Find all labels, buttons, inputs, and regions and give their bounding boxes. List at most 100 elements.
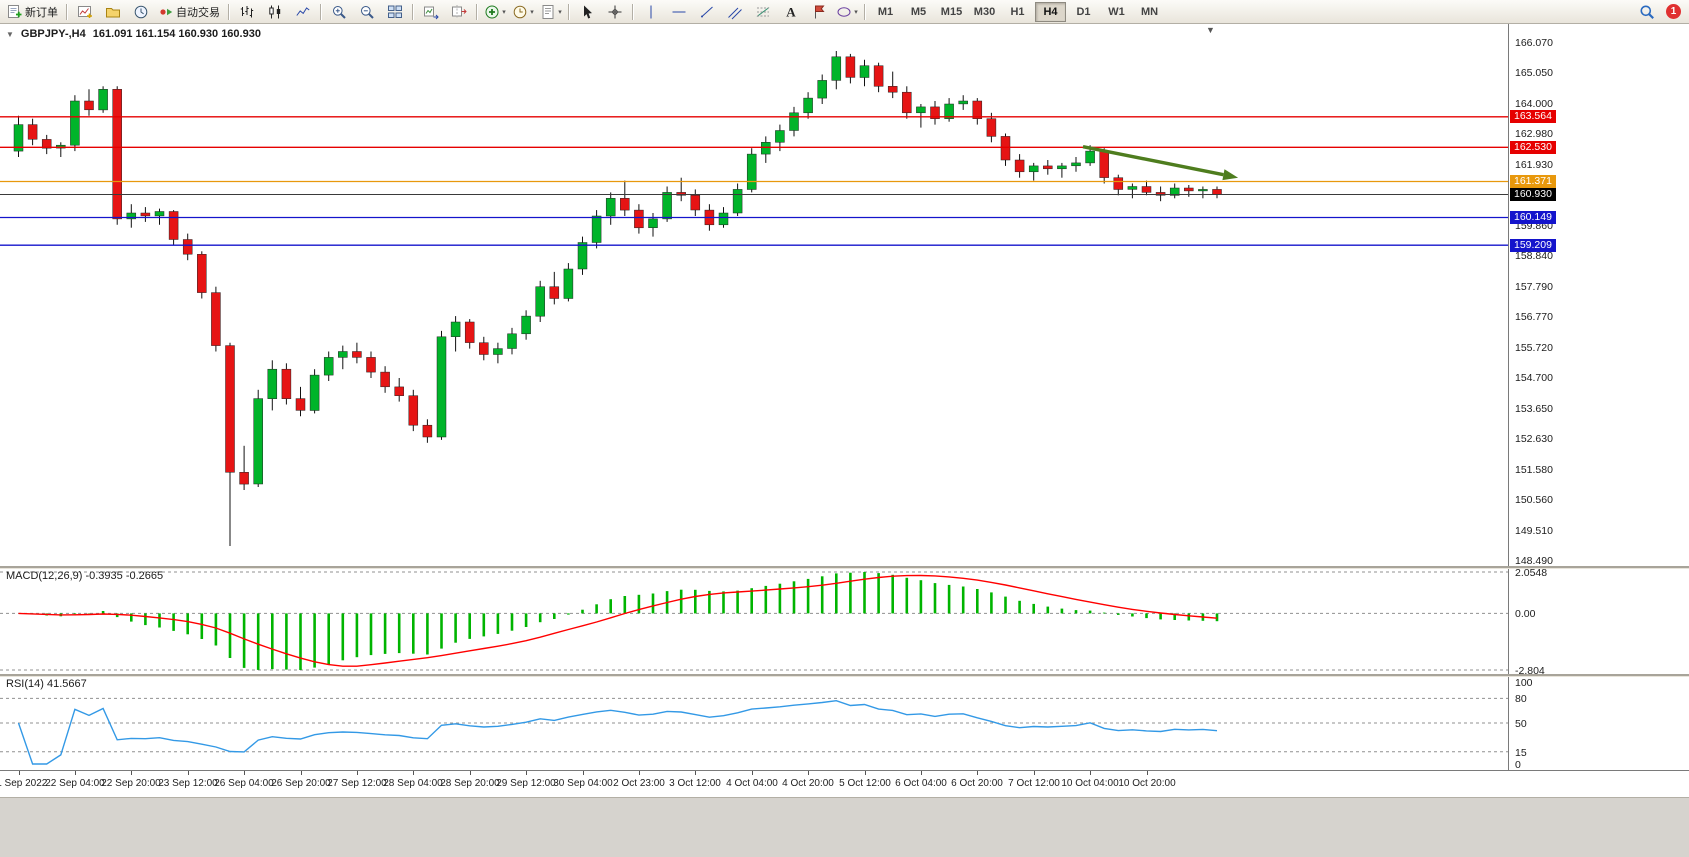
periods-button[interactable]: ▾ [509,1,537,23]
time-axis-label: 26 Sep 04:00 [214,778,274,789]
chevron-down-icon: ▾ [854,8,858,16]
time-axis-label: 23 Sep 12:00 [158,778,218,789]
price-level-tag: 161.371 [1510,175,1556,188]
crosshair-button[interactable] [601,1,629,23]
rsi-scale-label: 0 [1515,759,1521,771]
toolbar-separator [66,3,68,20]
label-icon [811,4,827,20]
templates-icon [540,4,556,20]
crosshair-icon [607,4,623,20]
time-axis-tick [75,771,76,775]
market-watch-button[interactable] [127,1,155,23]
macd-panel[interactable] [0,568,1508,674]
timeframe-button-mn[interactable]: MN [1140,5,1159,18]
shapes-button[interactable]: ▾ [833,1,861,23]
fibonacci-button[interactable] [749,1,777,23]
horizontal-line-button[interactable] [665,1,693,23]
zoom-in-icon [331,4,347,20]
auto-scroll-icon [423,4,439,20]
line-chart-button[interactable] [289,1,317,23]
macd-scale-label: 2.0548 [1515,567,1548,579]
bar-chart-icon [239,4,255,20]
autotrading-button[interactable]: 自动交易 [155,1,225,23]
one-click-trading-toggle[interactable]: ▼ [6,29,14,39]
trendline-button[interactable] [693,1,721,23]
profiles-button[interactable] [99,1,127,23]
tile-windows-button[interactable] [381,1,409,23]
templates-button[interactable]: ▾ [537,1,565,23]
price-axis-label: 155.720 [1515,342,1553,354]
timeframe-button-h1[interactable]: H1 [1010,5,1025,18]
search-icon [1639,4,1655,20]
shapes-icon [836,4,852,20]
time-axis-label: 3 Oct 12:00 [669,778,721,789]
search-button[interactable] [1633,1,1661,23]
time-axis-tick [1147,771,1148,775]
time-axis-label: 29 Sep 12:00 [496,778,556,789]
price-axis-label: 153.650 [1515,403,1553,415]
rsi-scale-label: 15 [1515,747,1527,759]
main-chart-panel[interactable] [0,24,1508,566]
chevron-down-icon: ▾ [502,8,506,16]
vertical-line-button[interactable] [637,1,665,23]
time-axis-label: 2 Oct 23:00 [613,778,665,789]
new-order-button[interactable]: 新订单 [4,1,63,23]
rsi-panel[interactable] [0,676,1508,770]
auto-scroll-button[interactable] [417,1,445,23]
price-axis-label: 156.770 [1515,311,1553,323]
time-axis-label: 5 Oct 12:00 [839,778,891,789]
panel-splitter[interactable] [0,566,1689,569]
candlesticks [13,51,1222,546]
macd-signal-line [18,574,1218,667]
indicators-icon [484,4,500,20]
cursor-button[interactable] [573,1,601,23]
rsi-scale-label: 50 [1515,718,1527,730]
price-axis[interactable]: 166.070 165.050 164.000 162.980 161.930 159.8… [1508,24,1688,771]
toolbar-right: 1 [1633,1,1685,23]
chart-shift-marker[interactable]: ▼ [1206,25,1215,35]
chart-shift-button[interactable] [445,1,473,23]
zoom-in-button[interactable] [325,1,353,23]
toolbar-separator [228,3,230,20]
chart-symbol-timeframe: GBPJPY-,H4 [20,28,86,40]
label-button[interactable] [805,1,833,23]
timeframe-button-h4[interactable]: H4 [1035,1,1066,22]
trend-arrow[interactable] [1082,145,1239,181]
timeframe-button-m5[interactable]: M5 [910,5,927,18]
vertical-line-icon [643,4,659,20]
new-chart-button[interactable] [71,1,99,23]
price-axis-label: 149.510 [1515,525,1553,537]
timeframe-button-m1[interactable]: M1 [877,5,894,18]
indicators-button[interactable]: ▾ [481,1,509,23]
zoom-out-button[interactable] [353,1,381,23]
time-axis-tick [301,771,302,775]
price-axis-label: 151.580 [1515,464,1553,476]
toolbar-button-label: 新订单 [25,6,58,19]
time-axis-tick [639,771,640,775]
rsi-scale-label: 100 [1515,677,1533,689]
price-axis-label: 166.070 [1515,37,1553,49]
time-axis-tick [470,771,471,775]
channel-button[interactable] [721,1,749,23]
timeframe-button-m15[interactable]: M15 [940,5,963,18]
time-axis-tick [752,771,753,775]
bar-chart-button[interactable] [233,1,261,23]
candlestick-button[interactable] [261,1,289,23]
time-axis-tick [244,771,245,775]
time-axis-tick [695,771,696,775]
fibonacci-icon [755,4,771,20]
panel-splitter[interactable] [0,674,1689,677]
time-axis-label: 4 Oct 20:00 [782,778,834,789]
toolbar-separator [412,3,414,20]
toolbar-separator [476,3,478,20]
price-axis-label: 154.700 [1515,372,1553,384]
notification-badge[interactable]: 1 [1666,4,1681,19]
timeframe-button-m30[interactable]: M30 [973,5,996,18]
svg-text:A: A [786,4,796,19]
text-button[interactable]: A [777,1,805,23]
chart-shift-icon [451,4,467,20]
timeframe-button-d1[interactable]: D1 [1076,5,1091,18]
timeframe-button-w1[interactable]: W1 [1108,5,1125,18]
